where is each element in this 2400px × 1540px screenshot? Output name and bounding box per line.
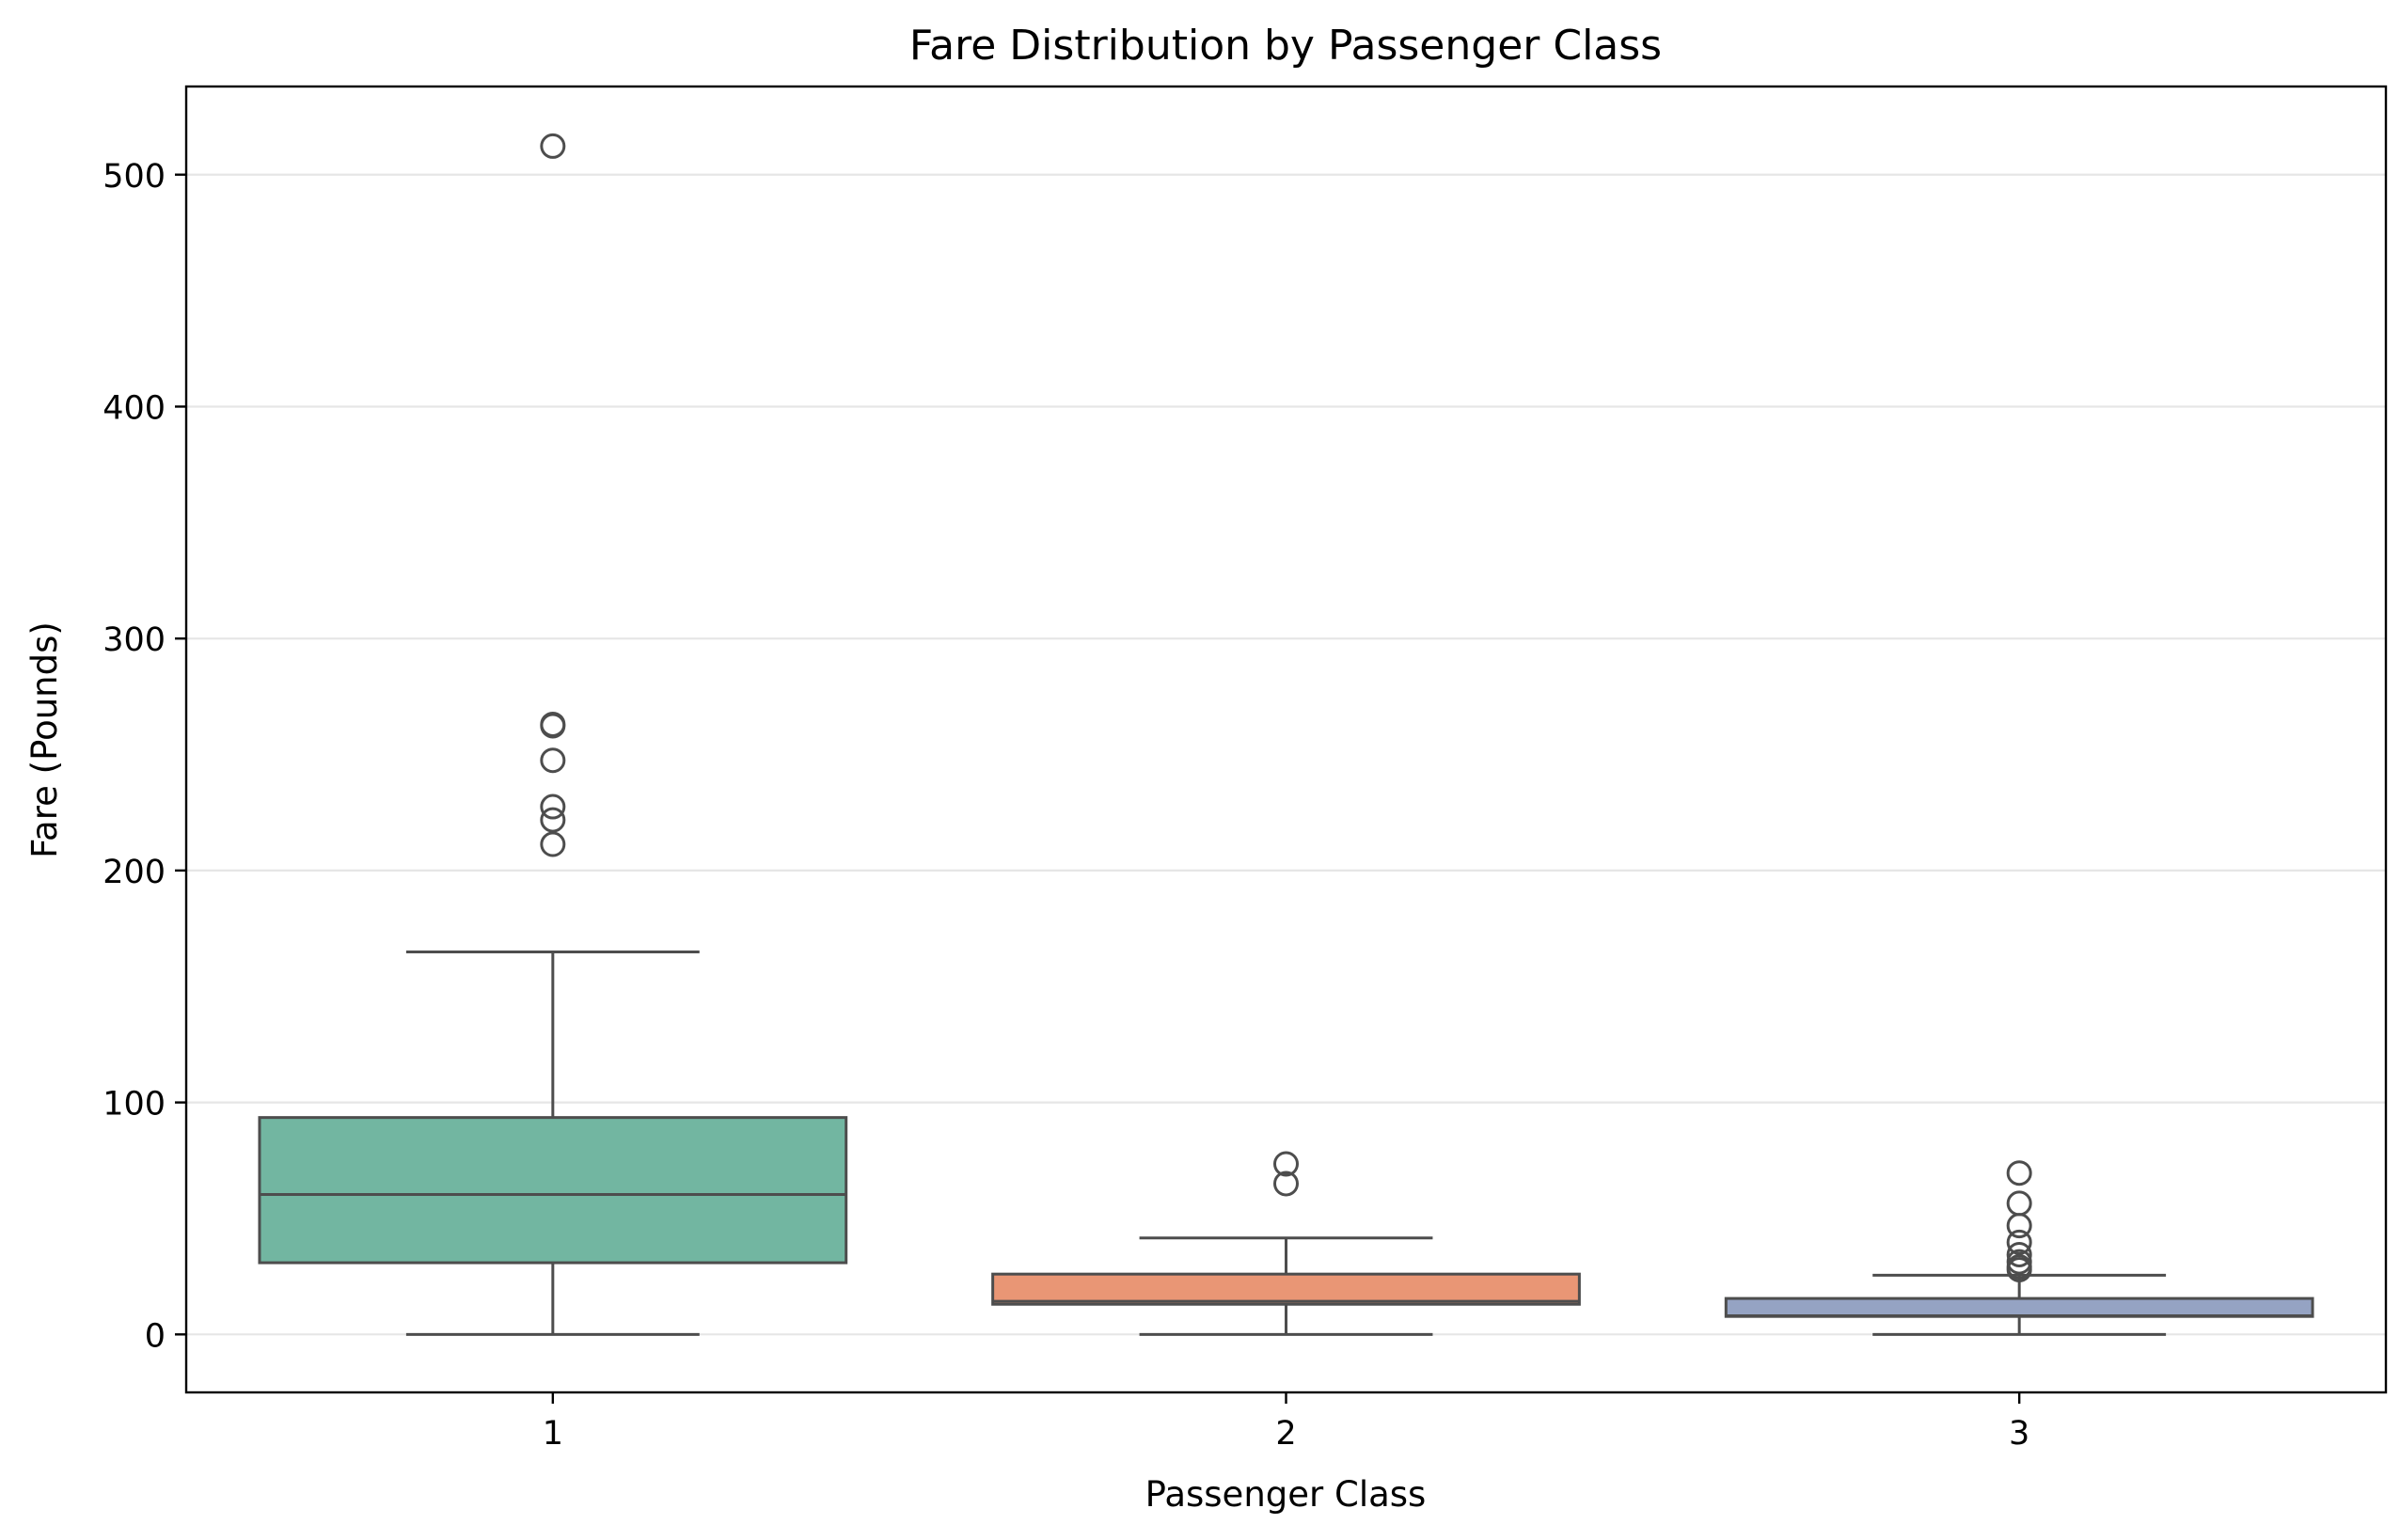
outlier-point [1273,1151,1299,1177]
iqr-box [258,1116,848,1265]
y-tick-label: 0 [145,1317,166,1355]
box-class-2 [991,1151,1581,1336]
iqr-box [991,1272,1581,1306]
outlier-point [540,794,566,820]
outlier-point [2006,1241,2032,1267]
outlier-point [540,711,566,737]
x-tick-label: 3 [2009,1415,2029,1453]
outlier-point [2006,1229,2032,1255]
x-tick-label: 2 [1275,1415,1296,1453]
outlier-point [2006,1190,2032,1217]
outlier-point [2006,1249,2032,1275]
y-tick-label: 200 [103,854,166,891]
outlier-point [2006,1213,2032,1239]
iqr-box [1724,1296,2314,1318]
y-tick-label: 500 [103,158,166,196]
outlier-point [2006,1160,2032,1186]
axis-ticks: 0 100 200 300 400 500 1 2 3 [103,158,2029,1453]
outlier-point [1273,1171,1299,1197]
y-tick-label: 300 [103,621,166,659]
x-tick-label: 1 [543,1415,563,1453]
chart-title: Fare Distribution by Passenger Class [909,22,1662,70]
box-plots [258,133,2314,1336]
box-class-1 [258,133,848,1336]
box-class-3 [1724,1160,2314,1336]
y-tick-label: 100 [103,1086,166,1124]
y-tick-label: 400 [103,389,166,427]
outlier-point [540,133,566,159]
outlier-point [540,807,566,833]
outlier-point [540,831,566,857]
outlier-point [540,747,566,774]
x-axis-label: Passenger Class [1145,1474,1427,1515]
y-axis-label: Fare (Pounds) [24,621,65,858]
